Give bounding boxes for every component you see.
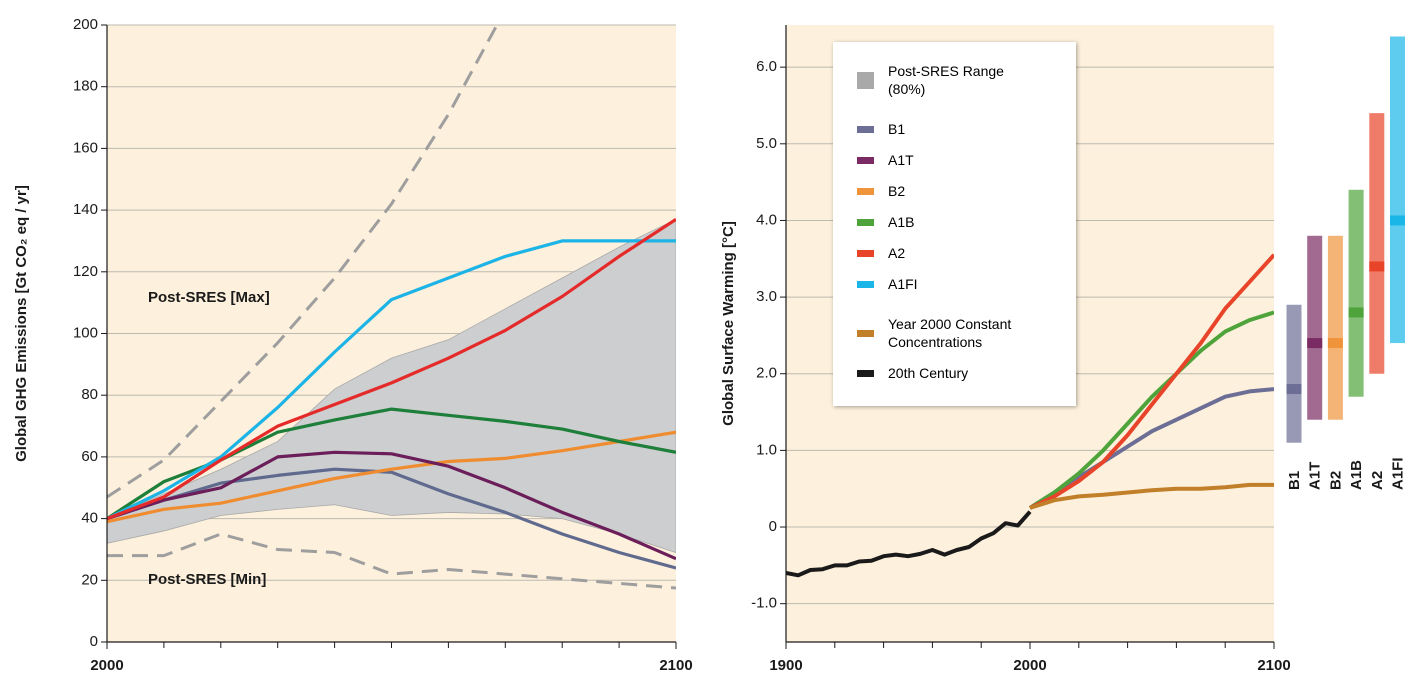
y-axis-title: Global Surface Warming [°C] [720, 221, 737, 426]
range-bar [1390, 36, 1405, 344]
y-tick-label: 160 [73, 139, 98, 156]
y-tick-label: 20 [81, 571, 98, 588]
legend-swatch [857, 280, 874, 288]
y-tick-label: 0 [90, 633, 98, 650]
y-tick-label: 120 [73, 263, 98, 280]
y-tick-label: -1.0 [751, 595, 777, 612]
legend: Post-SRES Range (80%) B1 A1T B2 A1B A2 A1FI Yea… [833, 42, 1076, 406]
range-bar [1286, 304, 1302, 443]
x-tick-label: 2100 [1257, 657, 1290, 674]
range-bar [1348, 189, 1364, 397]
best-estimate [1327, 338, 1343, 349]
best-estimate [1390, 215, 1405, 226]
best-estimate [1286, 384, 1302, 395]
legend-item: Post-SRES Range (80%) [857, 62, 1060, 98]
range-area [107, 218, 676, 553]
legend-label: A1B [888, 214, 915, 230]
legend-label: 20th Century [888, 365, 969, 381]
legend-item: A1FI [857, 275, 1060, 293]
legend-label: Post-SRES Range (80%) [888, 63, 1004, 97]
legend-item: B2 [857, 182, 1060, 200]
best-estimate [1369, 261, 1385, 272]
series-line [107, 450, 676, 561]
bar-label: A1T [1307, 462, 1324, 490]
y-tick-label: 100 [73, 324, 98, 341]
legend-swatch [857, 249, 874, 257]
y-tick-label: 60 [81, 448, 98, 465]
legend-label: Year 2000 Constant Concentrations [888, 316, 1012, 350]
legend-item: B1 [857, 120, 1060, 138]
legend-item: Year 2000 Constant Concentrations [857, 315, 1060, 351]
y-tick-label: 200 [73, 16, 98, 33]
series-line [786, 510, 1032, 578]
x-tick-label: 2000 [1013, 657, 1046, 674]
legend-item: 20th Century [857, 364, 1060, 382]
y-tick-label: 5.0 [756, 135, 777, 152]
dashed-line [107, 532, 676, 590]
bar-label: A2 [1369, 471, 1386, 490]
y-tick-label: 3.0 [756, 288, 777, 305]
bar-label: B1 [1286, 471, 1303, 490]
y-tick-label: 180 [73, 78, 98, 95]
series-line [107, 218, 676, 521]
scenario-line [1028, 310, 1274, 510]
y-tick-label: 2.0 [756, 365, 777, 382]
y-tick-label: 0 [769, 518, 777, 535]
plot-content [786, 253, 1274, 578]
x-tick-label: 1900 [769, 657, 802, 674]
legend-swatch [857, 369, 874, 377]
annotation: Post-SRES [Min] [148, 571, 266, 588]
best-estimate [1348, 307, 1364, 318]
series-line [107, 430, 676, 524]
legend-label: B1 [888, 121, 906, 137]
y-axis-title: Global GHG Emissions [Gt CO₂ eq / yr] [13, 185, 30, 462]
y-tick-label: 1.0 [756, 441, 777, 458]
range-bar [1307, 235, 1323, 420]
legend-label: A1T [888, 152, 914, 168]
y-tick-label: 80 [81, 386, 98, 403]
legend-item: A2 [857, 244, 1060, 262]
range-bar [1327, 235, 1343, 420]
range-bar [1369, 113, 1385, 374]
x-tick-label: 2000 [90, 657, 123, 674]
series-line [107, 467, 676, 570]
legend-swatch [857, 187, 874, 195]
legend-swatch [857, 71, 874, 89]
legend-item: A1B [857, 213, 1060, 231]
bar-label: A1B [1348, 460, 1365, 490]
legend-swatch [857, 329, 874, 337]
annotation: Post-SRES [Max] [148, 289, 270, 306]
legend-label: B2 [888, 183, 906, 199]
y-tick-label: 140 [73, 201, 98, 218]
legend-label: A1FI [888, 276, 918, 292]
legend-label: A2 [888, 245, 906, 261]
scenario-line [1029, 253, 1274, 510]
bar-label: A1FI [1389, 457, 1406, 490]
plot-content [107, 25, 676, 590]
y-tick-label: 4.0 [756, 211, 777, 228]
series-line [1029, 482, 1274, 510]
bar-label: B2 [1327, 471, 1344, 490]
y-tick-label: 40 [81, 510, 98, 527]
best-estimate [1307, 338, 1323, 349]
x-tick-label: 2100 [659, 657, 692, 674]
legend-item: A1T [857, 151, 1060, 169]
legend-swatch [857, 156, 874, 164]
legend-swatch [857, 218, 874, 226]
y-tick-label: 6.0 [756, 58, 777, 75]
dashed-line [107, 25, 499, 499]
series-line [107, 239, 676, 521]
legend-swatch [857, 125, 874, 133]
